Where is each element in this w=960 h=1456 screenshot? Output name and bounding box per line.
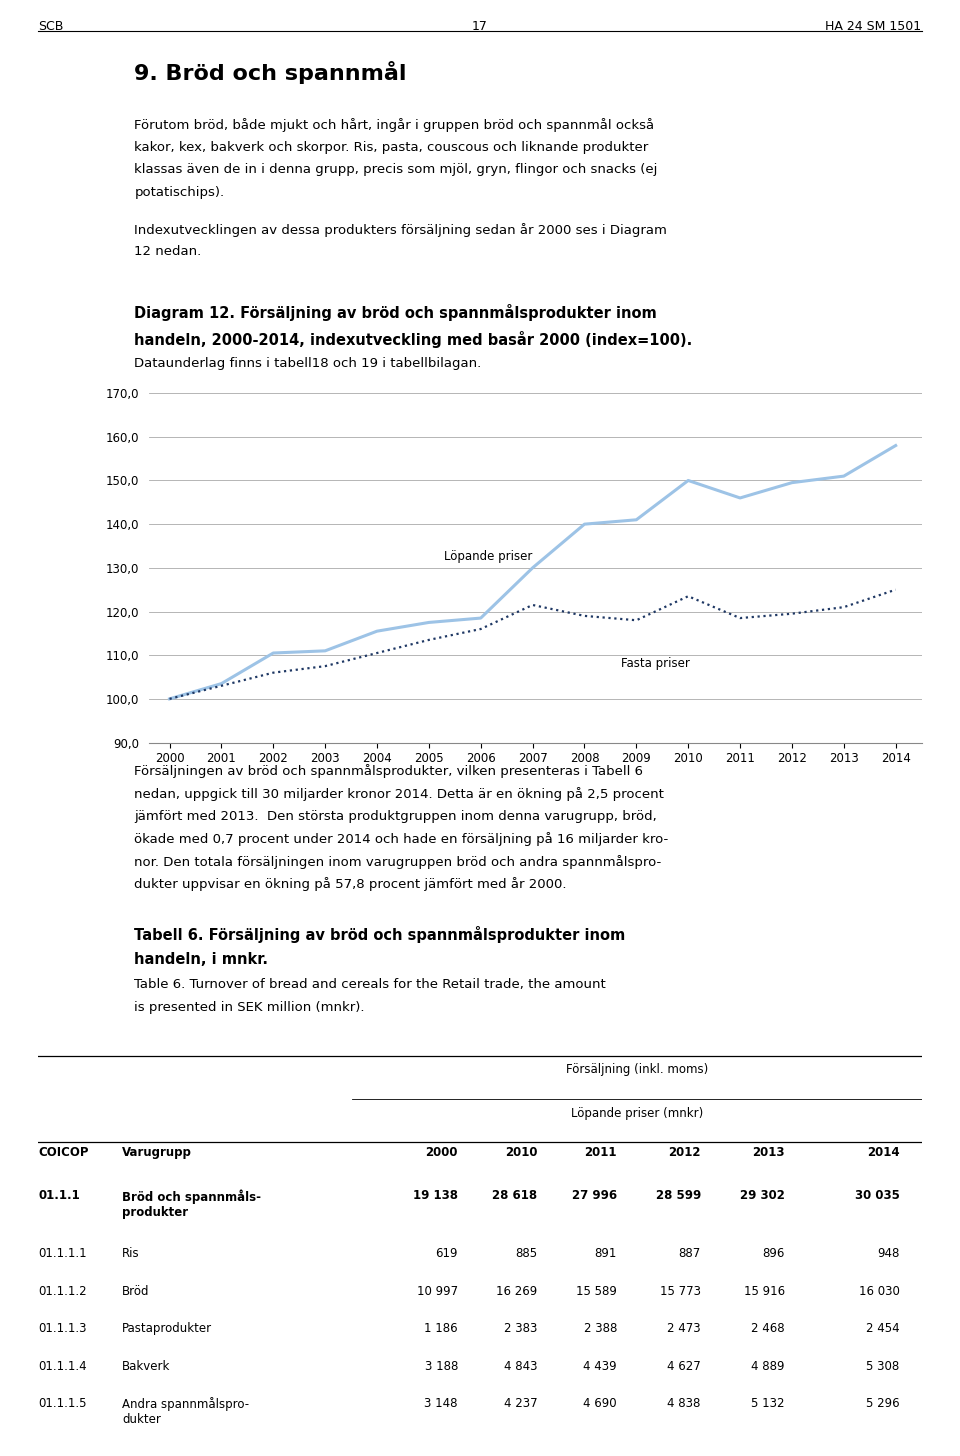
- Text: 16 269: 16 269: [496, 1284, 538, 1297]
- Text: 885: 885: [516, 1248, 538, 1259]
- Text: Fasta priser: Fasta priser: [621, 658, 689, 670]
- Text: 15 589: 15 589: [576, 1284, 617, 1297]
- Text: 19 138: 19 138: [413, 1190, 458, 1203]
- Text: 01.1.1.1: 01.1.1.1: [38, 1248, 87, 1259]
- Text: Diagram 12. Försäljning av bröd och spannmålsprodukter inom: Diagram 12. Försäljning av bröd och span…: [134, 304, 658, 322]
- Text: Försäljningen av bröd och spannmålsprodukter, vilken presenteras i Tabell 6: Försäljningen av bröd och spannmålsprodu…: [134, 764, 643, 779]
- Text: Pastaprodukter: Pastaprodukter: [122, 1322, 212, 1335]
- Text: 29 302: 29 302: [740, 1190, 784, 1203]
- Text: 15 916: 15 916: [744, 1284, 784, 1297]
- Text: 10 997: 10 997: [417, 1284, 458, 1297]
- Text: SCB: SCB: [38, 20, 63, 33]
- Text: 30 035: 30 035: [854, 1190, 900, 1203]
- Text: 01.1.1.3: 01.1.1.3: [38, 1322, 87, 1335]
- Text: kakor, kex, bakverk och skorpor. Ris, pasta, couscous och liknande produkter: kakor, kex, bakverk och skorpor. Ris, pa…: [134, 140, 649, 153]
- Text: 4 439: 4 439: [584, 1360, 617, 1373]
- Text: 5 308: 5 308: [866, 1360, 900, 1373]
- Text: ökade med 0,7 procent under 2014 och hade en försäljning på 16 miljarder kro-: ökade med 0,7 procent under 2014 och had…: [134, 833, 669, 846]
- Text: 4 627: 4 627: [667, 1360, 701, 1373]
- Text: 4 690: 4 690: [584, 1398, 617, 1409]
- Text: 01.1.1: 01.1.1: [38, 1190, 80, 1203]
- Text: 4 237: 4 237: [504, 1398, 538, 1409]
- Text: 896: 896: [762, 1248, 784, 1259]
- Text: 4 838: 4 838: [667, 1398, 701, 1409]
- Text: 2010: 2010: [505, 1146, 538, 1159]
- Text: Indexutvecklingen av dessa produkters försäljning sedan år 2000 ses i Diagram: Indexutvecklingen av dessa produkters fö…: [134, 223, 667, 237]
- Text: Andra spannmålspro-
dukter: Andra spannmålspro- dukter: [122, 1398, 250, 1425]
- Text: 3 148: 3 148: [424, 1398, 458, 1409]
- Text: 1 186: 1 186: [424, 1322, 458, 1335]
- Text: 2013: 2013: [753, 1146, 784, 1159]
- Text: handeln, 2000-2014, indexutveckling med basår 2000 (index=100).: handeln, 2000-2014, indexutveckling med …: [134, 331, 693, 348]
- Text: Löpande priser: Löpande priser: [444, 550, 533, 563]
- Text: 2 454: 2 454: [866, 1322, 900, 1335]
- Text: 5 132: 5 132: [752, 1398, 784, 1409]
- Text: Bröd: Bröd: [122, 1284, 150, 1297]
- Text: nedan, uppgick till 30 miljarder kronor 2014. Detta är en ökning på 2,5 procent: nedan, uppgick till 30 miljarder kronor …: [134, 786, 664, 801]
- Text: klassas även de in i denna grupp, precis som mjöl, gryn, flingor och snacks (ej: klassas även de in i denna grupp, precis…: [134, 163, 658, 176]
- Text: Löpande priser (mnkr): Löpande priser (mnkr): [570, 1107, 703, 1120]
- Text: 9. Bröd och spannmål: 9. Bröd och spannmål: [134, 61, 407, 84]
- Text: 2014: 2014: [867, 1146, 900, 1159]
- Text: 15 773: 15 773: [660, 1284, 701, 1297]
- Text: HA 24 SM 1501: HA 24 SM 1501: [826, 20, 922, 33]
- Text: 887: 887: [679, 1248, 701, 1259]
- Text: jämfört med 2013.  Den största produktgruppen inom denna varugrupp, bröd,: jämfört med 2013. Den största produktgru…: [134, 810, 658, 823]
- Text: potatischips).: potatischips).: [134, 185, 225, 198]
- Text: 01.1.1.2: 01.1.1.2: [38, 1284, 87, 1297]
- Text: Försäljning (inkl. moms): Försäljning (inkl. moms): [565, 1063, 708, 1076]
- Text: Varugrupp: Varugrupp: [122, 1146, 192, 1159]
- Text: 16 030: 16 030: [858, 1284, 900, 1297]
- Text: nor. Den totala försäljningen inom varugruppen bröd och andra spannmålspro-: nor. Den totala försäljningen inom varug…: [134, 855, 661, 869]
- Text: 2 388: 2 388: [584, 1322, 617, 1335]
- Text: Table 6. Turnover of bread and cereals for the Retail trade, the amount: Table 6. Turnover of bread and cereals f…: [134, 978, 606, 992]
- Text: 2000: 2000: [425, 1146, 458, 1159]
- Text: handeln, i mnkr.: handeln, i mnkr.: [134, 952, 269, 967]
- Text: COICOP: COICOP: [38, 1146, 89, 1159]
- Text: Tabell 6. Försäljning av bröd och spannmålsprodukter inom: Tabell 6. Försäljning av bröd och spannm…: [134, 926, 626, 943]
- Text: 619: 619: [436, 1248, 458, 1259]
- Text: 4 889: 4 889: [752, 1360, 784, 1373]
- Text: 2011: 2011: [585, 1146, 617, 1159]
- Text: 2 468: 2 468: [751, 1322, 784, 1335]
- Text: dukter uppvisar en ökning på 57,8 procent jämfört med år 2000.: dukter uppvisar en ökning på 57,8 procen…: [134, 877, 567, 891]
- Text: 01.1.1.4: 01.1.1.4: [38, 1360, 87, 1373]
- Text: Bröd och spannmåls-
produkter: Bröd och spannmåls- produkter: [122, 1190, 261, 1219]
- Text: 01.1.1.5: 01.1.1.5: [38, 1398, 87, 1409]
- Text: 2012: 2012: [668, 1146, 701, 1159]
- Text: 17: 17: [472, 20, 488, 33]
- Text: 5 296: 5 296: [866, 1398, 900, 1409]
- Text: Dataunderlag finns i tabell18 och 19 i tabellbilagan.: Dataunderlag finns i tabell18 och 19 i t…: [134, 357, 482, 370]
- Text: Bakverk: Bakverk: [122, 1360, 171, 1373]
- Text: Förutom bröd, både mjukt och hårt, ingår i gruppen bröd och spannmål också: Förutom bröd, både mjukt och hårt, ingår…: [134, 118, 655, 132]
- Text: 891: 891: [594, 1248, 617, 1259]
- Text: 948: 948: [877, 1248, 900, 1259]
- Text: is presented in SEK million (mnkr).: is presented in SEK million (mnkr).: [134, 1002, 365, 1013]
- Text: 28 618: 28 618: [492, 1190, 538, 1203]
- Text: 28 599: 28 599: [656, 1190, 701, 1203]
- Text: 2 383: 2 383: [504, 1322, 538, 1335]
- Text: Ris: Ris: [122, 1248, 140, 1259]
- Text: 3 188: 3 188: [424, 1360, 458, 1373]
- Text: 2 473: 2 473: [667, 1322, 701, 1335]
- Text: 27 996: 27 996: [572, 1190, 617, 1203]
- Text: 4 843: 4 843: [504, 1360, 538, 1373]
- Text: 12 nedan.: 12 nedan.: [134, 245, 202, 258]
